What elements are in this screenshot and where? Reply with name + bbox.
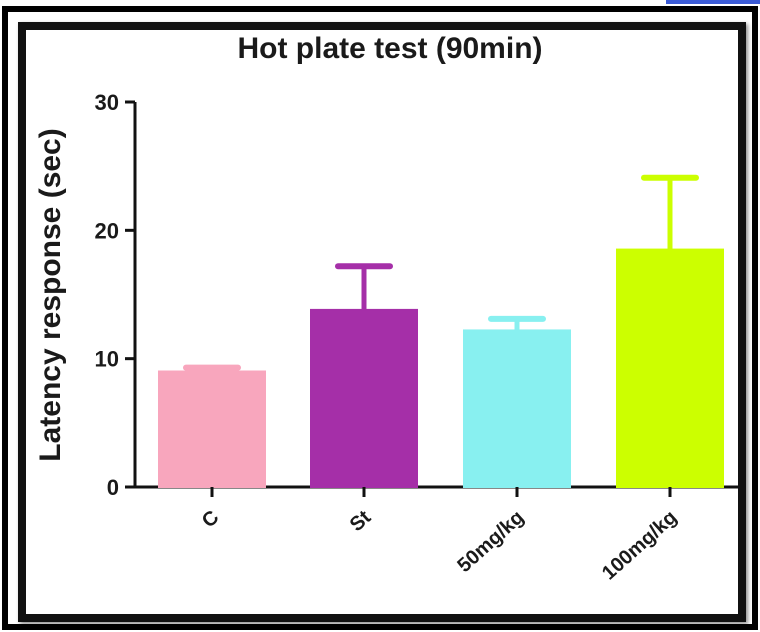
chart-title: Hot plate test (90min) <box>237 32 542 65</box>
y-axis-ticks: 0 10 20 30 <box>95 90 137 500</box>
bar <box>158 370 266 488</box>
y-tick-label: 20 <box>95 218 119 243</box>
bar <box>463 329 571 488</box>
bar <box>616 248 724 488</box>
x-category-label: C <box>198 506 223 532</box>
y-tick-label: 0 <box>107 475 119 500</box>
x-category-label: 50mg/kg <box>453 506 528 577</box>
y-tick-label: 30 <box>95 90 119 115</box>
bar <box>310 308 418 488</box>
x-category-label: 100mg/kg <box>598 506 681 584</box>
y-tick-label: 10 <box>95 347 119 372</box>
y-axis-title: Latency response (sec) <box>34 128 67 461</box>
x-axis-labels: C St 50mg/kg 100mg/kg <box>198 487 681 584</box>
bar-group <box>158 174 724 488</box>
corner-link-fragment[interactable] <box>666 0 760 4</box>
x-category-label: St <box>346 506 376 536</box>
